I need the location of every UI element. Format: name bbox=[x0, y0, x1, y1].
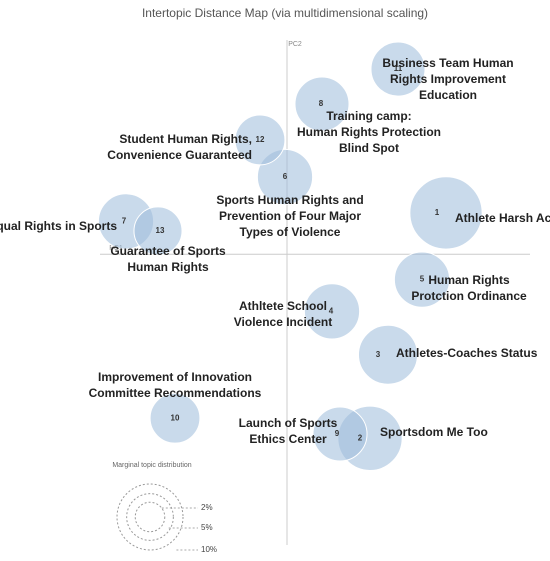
topic-bubble bbox=[357, 324, 419, 385]
topic-number: 11 bbox=[394, 64, 403, 73]
size-legend-circle bbox=[126, 493, 174, 541]
topic-bubble bbox=[393, 251, 451, 308]
topic-label: Improvement of Innovation bbox=[98, 370, 252, 384]
topic-label: Ethics Center bbox=[249, 432, 327, 446]
topic-number: 12 bbox=[256, 135, 265, 144]
x-axis-label: PC1 bbox=[109, 245, 123, 252]
size-legend-circle bbox=[116, 483, 184, 551]
size-legend-label: 5% bbox=[201, 523, 213, 532]
topic-number: 13 bbox=[156, 226, 165, 235]
topic-label: Rights Improvement bbox=[390, 72, 506, 86]
topic-label: Student Human Rights, bbox=[119, 132, 252, 146]
size-legend-circle bbox=[134, 501, 166, 533]
topic-label: Human Rights bbox=[127, 260, 209, 274]
topic-label: Guarantee of Sports bbox=[110, 244, 226, 258]
topic-label: Sportsdom Me Too bbox=[380, 425, 488, 439]
topic-label: Launch of Sports bbox=[239, 416, 338, 430]
topic-bubble bbox=[370, 41, 426, 97]
topic-label: Committee Recommendations bbox=[89, 386, 262, 400]
topic-bubble bbox=[133, 206, 183, 256]
topic-label: Training camp: bbox=[326, 109, 411, 123]
topic-number: 5 bbox=[420, 275, 425, 284]
topic-number: 8 bbox=[319, 99, 324, 108]
topic-number: 2 bbox=[358, 433, 363, 442]
topic-label: Human Rights Protection bbox=[297, 125, 441, 139]
topic-number: 1 bbox=[435, 208, 440, 217]
y-axis-label: PC2 bbox=[288, 41, 302, 48]
topic-number: 6 bbox=[283, 172, 288, 181]
topic-label: Business Team Human bbox=[382, 56, 513, 70]
topic-label: Sports Human Rights and bbox=[216, 193, 363, 207]
topic-label: Education bbox=[419, 88, 477, 102]
size-legend-label: 10% bbox=[201, 545, 217, 554]
chart-title: Intertopic Distance Map (via multidimens… bbox=[142, 6, 428, 20]
topic-bubble bbox=[409, 176, 483, 250]
topic-label: Equal Rights in Sports bbox=[0, 219, 117, 233]
topic-number: 10 bbox=[171, 413, 180, 422]
topic-label: Blind Spot bbox=[339, 141, 399, 155]
topic-label: Athletes-Coaches Status bbox=[396, 346, 538, 360]
topic-bubble bbox=[303, 283, 361, 340]
topic-number: 7 bbox=[122, 217, 127, 226]
topic-bubble bbox=[256, 148, 314, 206]
topic-label: Violence Incident bbox=[234, 315, 332, 329]
topic-label: Prevention of Four Major bbox=[219, 209, 361, 223]
topic-label: Types of Violence bbox=[240, 225, 341, 239]
topic-label: Convenience Guaranteed bbox=[107, 148, 252, 162]
topic-bubble bbox=[149, 392, 201, 444]
topic-bubble bbox=[312, 406, 368, 462]
topic-label: Human Rights bbox=[428, 273, 510, 287]
topic-bubble bbox=[234, 114, 286, 166]
topic-label: Athltete School bbox=[239, 299, 327, 313]
topic-label: Protction Ordinance bbox=[411, 289, 527, 303]
topic-number: 3 bbox=[376, 350, 381, 359]
topic-bubble bbox=[294, 76, 350, 132]
topic-number: 9 bbox=[335, 429, 340, 438]
size-legend-title: Marginal topic distribution bbox=[112, 462, 191, 469]
topic-number: 4 bbox=[329, 306, 334, 315]
topic-label: Athlete Harsh Act bbox=[455, 211, 550, 225]
size-legend-label: 2% bbox=[201, 503, 213, 512]
